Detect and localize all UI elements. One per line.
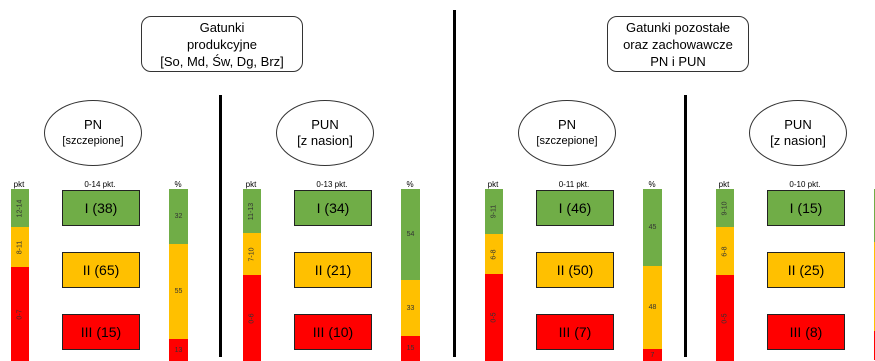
percent-bar: 54 33 15 [401, 189, 420, 361]
pkt-range-label: 0-6 [248, 312, 256, 324]
percent-value: 45 [648, 224, 657, 231]
percent-bar: 32 55 13 [169, 189, 188, 361]
percent-value: 54 [406, 231, 415, 238]
panel-divider-2 [684, 95, 687, 357]
grade-box: I (15) [767, 190, 845, 226]
pkt-range-label: 0-5 [721, 312, 729, 324]
pkt-range-segment: 7-10 [243, 233, 261, 275]
panel-subtitle: [z nasion] [770, 133, 826, 148]
percent-segment: 55 [169, 244, 188, 339]
pkt-range-segment: 0-5 [716, 275, 734, 361]
group-title-line: produkcyjne [186, 36, 258, 52]
pkt-range-label: 12-14 [16, 199, 24, 217]
grade-box: III (7) [536, 314, 614, 350]
percent-column-label: % [406, 180, 414, 189]
group-title-line: oraz zachowawcze [623, 36, 733, 52]
pkt-range-label: 9-10 [721, 200, 729, 216]
panel-subtitle: [szczepione] [536, 135, 598, 147]
pkt-range-label: 6-8 [721, 245, 729, 257]
grade-box: II (25) [767, 252, 845, 288]
pkt-range-label: 8-11 [16, 240, 24, 254]
pkt-range-segment: 6-8 [716, 227, 734, 275]
panel-subtitle: [szczepione] [62, 135, 124, 147]
percent-column-label: % [648, 180, 656, 189]
panel-title: PN [83, 117, 103, 132]
pkt-column-label: pkt [487, 180, 499, 189]
pkt-range-bar: 11-13 7-10 0-6 [243, 189, 261, 361]
score-range-label: 0-14 pkt. [84, 180, 116, 189]
group-title-other: Gatunki pozostałe oraz zachowawcze PN i … [607, 16, 749, 72]
grade-box: III (10) [294, 314, 372, 350]
percent-value: 7 [650, 351, 655, 359]
percent-segment: 54 [401, 189, 420, 280]
percent-segment: 33 [401, 280, 420, 336]
pkt-range-label: 11-13 [248, 202, 256, 220]
panel-subtitle: [z nasion] [297, 133, 353, 148]
percent-segment: 32 [169, 189, 188, 244]
grade-box: II (65) [62, 252, 140, 288]
grade-box: I (46) [536, 190, 614, 226]
grade-box: III (15) [62, 314, 140, 350]
percent-segment: 13 [169, 339, 188, 361]
percent-value: 33 [406, 304, 415, 312]
grade-box: I (34) [294, 190, 372, 226]
percent-segment: 15 [401, 336, 420, 361]
percent-value: 13 [174, 346, 183, 354]
group-title-line: Gatunki [199, 19, 245, 35]
group-divider [453, 10, 456, 357]
percent-segment: 45 [643, 189, 662, 266]
group-title-line: Gatunki pozostałe [625, 19, 731, 35]
score-range-label: 0-10 pkt. [789, 180, 821, 189]
pkt-range-segment: 6-8 [485, 234, 503, 274]
percent-segment: 7 [643, 349, 662, 361]
grade-box: III (8) [767, 314, 845, 350]
pkt-range-segment: 9-10 [716, 189, 734, 227]
percent-value: 48 [648, 304, 657, 311]
pkt-range-label: 0-7 [16, 308, 24, 320]
pkt-range-label: 9-11 [490, 204, 498, 219]
percent-bar: 45 48 7 [643, 189, 662, 361]
pkt-range-segment: 8-11 [11, 227, 29, 267]
panel-title-ellipse: PUN [z nasion] [276, 100, 374, 166]
grade-box: I (38) [62, 190, 140, 226]
pkt-column-label: pkt [13, 180, 25, 189]
pkt-range-segment: 0-5 [485, 274, 503, 361]
pkt-range-bar: 9-11 6-8 0-5 [485, 189, 503, 361]
percent-column-label: % [174, 180, 182, 189]
pkt-range-bar: 12-14 8-11 0-7 [11, 189, 29, 361]
pkt-range-segment: 9-11 [485, 189, 503, 234]
percent-value: 55 [174, 288, 183, 295]
group-title-production: Gatunki produkcyjne [So, Md, Św, Dg, Brz… [141, 16, 303, 72]
panel-title-ellipse: PUN [z nasion] [749, 100, 847, 166]
pkt-range-segment: 0-7 [11, 267, 29, 361]
grade-box: II (21) [294, 252, 372, 288]
panel-title-ellipse: PN [szczepione] [518, 100, 616, 166]
pkt-range-segment: 0-6 [243, 275, 261, 361]
percent-value: 15 [406, 345, 415, 352]
grade-box: II (50) [536, 252, 614, 288]
panel-title: PUN [311, 117, 339, 132]
pkt-range-label: 0-5 [490, 312, 498, 323]
score-range-label: 0-11 pkt. [558, 180, 590, 189]
pkt-range-bar: 9-10 6-8 0-5 [716, 189, 734, 361]
panel-title: PN [557, 117, 577, 132]
pkt-range-label: 6-8 [490, 248, 498, 260]
percent-value: 32 [174, 213, 183, 220]
pkt-column-label: pkt [245, 180, 257, 189]
pkt-range-segment: 12-14 [11, 189, 29, 227]
group-title-line: PN i PUN [650, 53, 706, 69]
panel-divider-1 [219, 95, 222, 357]
score-range-label: 0-13 pkt. [316, 180, 348, 189]
pkt-range-label: 7-10 [248, 246, 256, 262]
group-title-line: [So, Md, Św, Dg, Brz] [160, 53, 284, 69]
pkt-column-label: pkt [718, 180, 730, 189]
panel-title: PUN [784, 117, 812, 132]
pkt-range-segment: 11-13 [243, 189, 261, 233]
percent-segment: 48 [643, 266, 662, 349]
panel-title-ellipse: PN [szczepione] [44, 100, 142, 166]
